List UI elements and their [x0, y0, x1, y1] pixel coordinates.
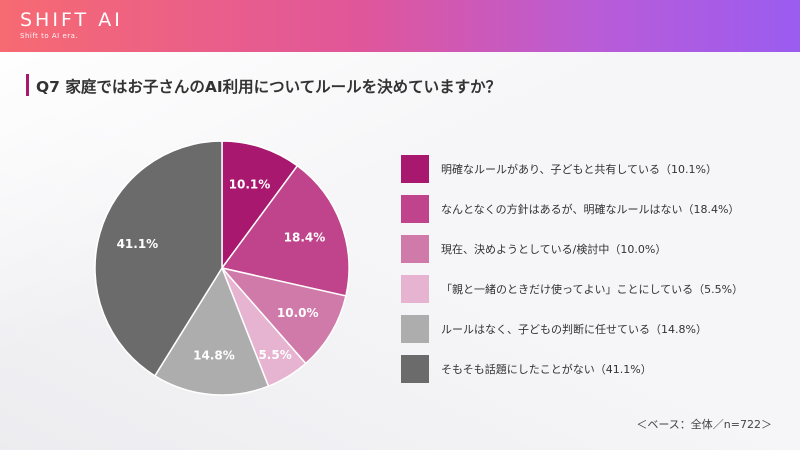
pie-slice-label-1: 18.4% [284, 230, 326, 244]
header-banner: SHIFT AI Shift to AI era. [0, 0, 800, 52]
legend-swatch-4 [401, 315, 429, 343]
legend-swatch-5 [401, 355, 429, 383]
pie-slice-5 [94, 140, 223, 377]
pie-slice-label-2: 10.0% [277, 306, 319, 320]
legend-item-3: 「親と一緒のときだけ使ってよい」ことにしている（5.5%） [401, 275, 781, 303]
pie-slice-4 [153, 266, 270, 396]
legend-swatch-0 [401, 155, 429, 183]
legend-label-2: 現在、決めようとしている/検討中（10.0%） [441, 243, 667, 256]
legend-label-5: そもそも話題にしたことがない（41.1%） [441, 363, 652, 376]
pie-slice-label-4: 14.8% [193, 349, 235, 363]
pie-slice-label-3: 5.5% [258, 348, 291, 362]
legend-item-1: なんとなくの方針はあるが、明確なルールはない（18.4%） [401, 195, 781, 223]
pie-slice-0 [221, 140, 299, 271]
legend-item-5: そもそも話題にしたことがない（41.1%） [401, 355, 781, 383]
logo-text: SHIFT AI [20, 9, 123, 31]
pie-slice-1 [220, 164, 350, 297]
legend-swatch-1 [401, 195, 429, 223]
legend-label-4: ルールはなく、子どもの判断に任せている（14.8%） [441, 323, 707, 336]
pie-slice-label-5: 41.1% [117, 237, 159, 251]
pie-slice-label-0: 10.1% [229, 177, 271, 191]
question-title: Q7 家庭ではお子さんのAI利用についてルールを決めていますか？ [36, 78, 502, 96]
logo-tagline: Shift to AI era. [20, 32, 79, 40]
legend-swatch-2 [401, 235, 429, 263]
legend-item-2: 現在、決めようとしている/検討中（10.0%） [401, 235, 781, 263]
logo: SHIFT AI Shift to AI era. [20, 9, 123, 40]
legend-label-3: 「親と一緒のときだけ使ってよい」ことにしている（5.5%） [441, 283, 744, 296]
base-note: ＜ベース：全体／n=722＞ [636, 418, 772, 431]
title-accent-bar [26, 74, 29, 96]
legend-item-4: ルールはなく、子どもの判断に任せている（14.8%） [401, 315, 781, 343]
pie-slice-2 [219, 266, 347, 365]
legend-label-0: 明確なルールがあり、子どもと共有している（10.1%） [441, 163, 717, 176]
legend-label-1: なんとなくの方針はあるが、明確なルールはない（18.4%） [441, 203, 740, 216]
legend-item-0: 明確なルールがあり、子どもと共有している（10.1%） [401, 155, 781, 183]
legend-swatch-3 [401, 275, 429, 303]
